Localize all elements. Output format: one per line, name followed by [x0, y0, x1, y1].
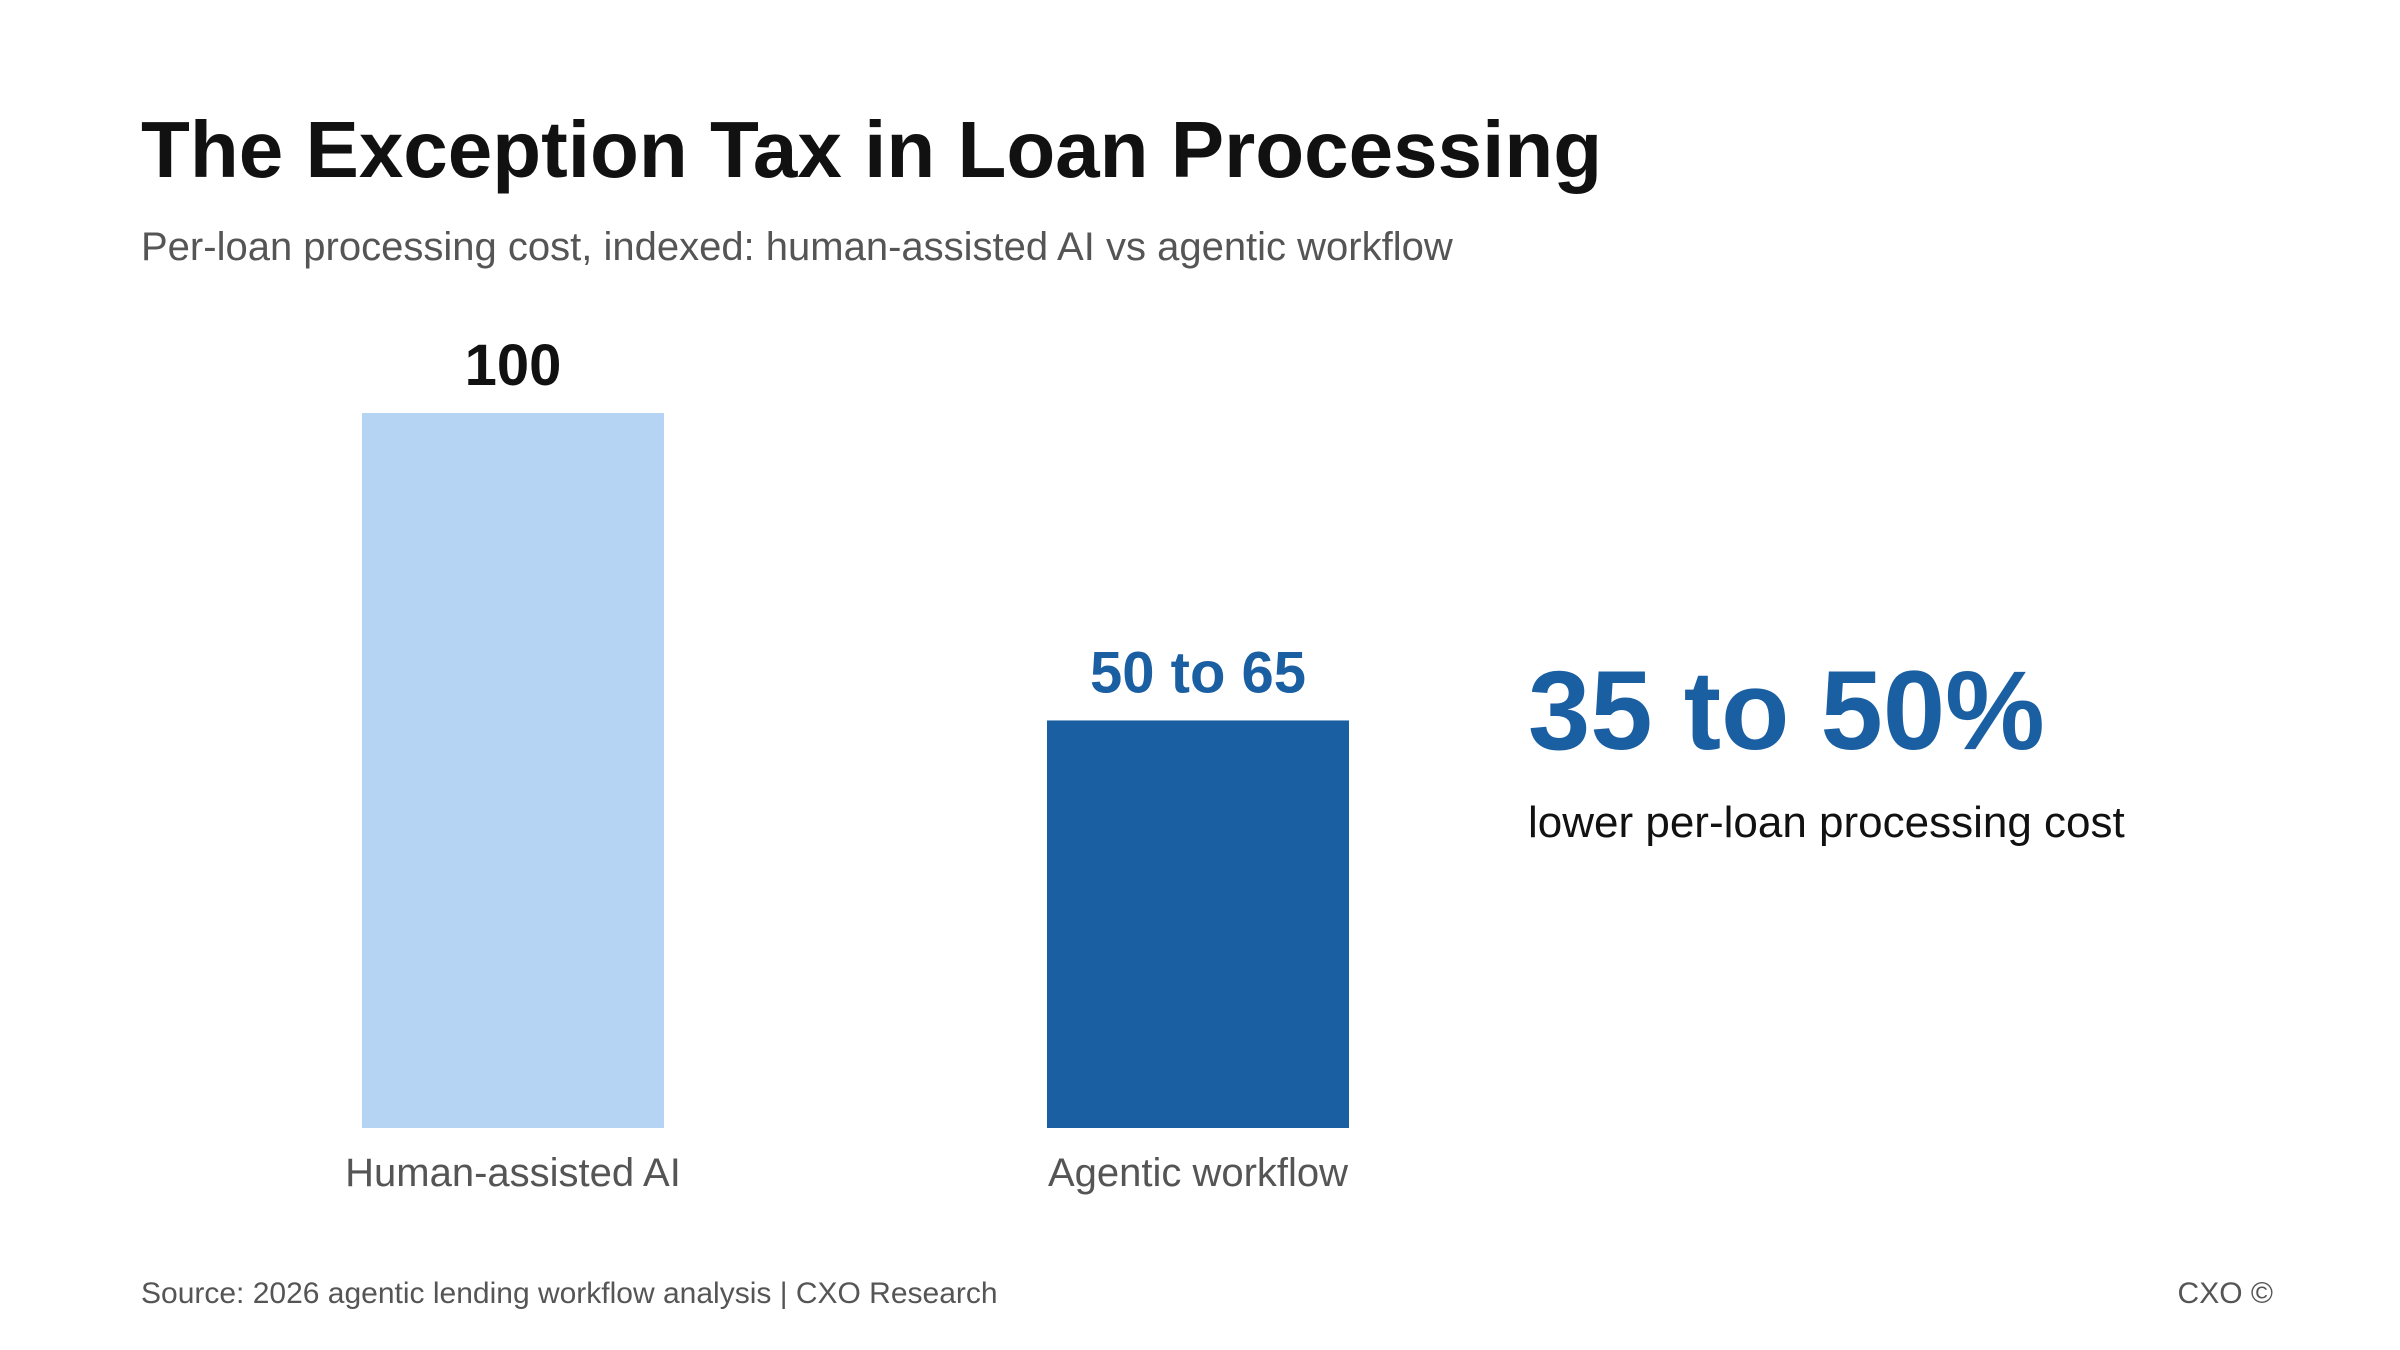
bar-value-label-2: 50 to 65: [1090, 640, 1306, 705]
brand-mark: CXO ©: [2177, 1277, 2273, 1310]
bar-2: [1047, 720, 1349, 1128]
category-label-2: Agentic workflow: [1048, 1151, 1348, 1195]
callout-value: 35 to 50%: [1528, 648, 2045, 773]
savings-callout: 35 to 50% lower per-loan processing cost: [1528, 655, 2125, 845]
source-note: Source: 2026 agentic lending workflow an…: [141, 1277, 998, 1310]
bar-1: [362, 413, 664, 1128]
bar-value-label-1: 100: [465, 333, 562, 398]
chart-subtitle: Per-loan processing cost, indexed: human…: [141, 225, 1453, 269]
callout-label: lower per-loan processing cost: [1528, 798, 2125, 847]
chart-title: The Exception Tax in Loan Processing: [141, 105, 1603, 194]
category-label-1: Human-assisted AI: [345, 1151, 681, 1195]
